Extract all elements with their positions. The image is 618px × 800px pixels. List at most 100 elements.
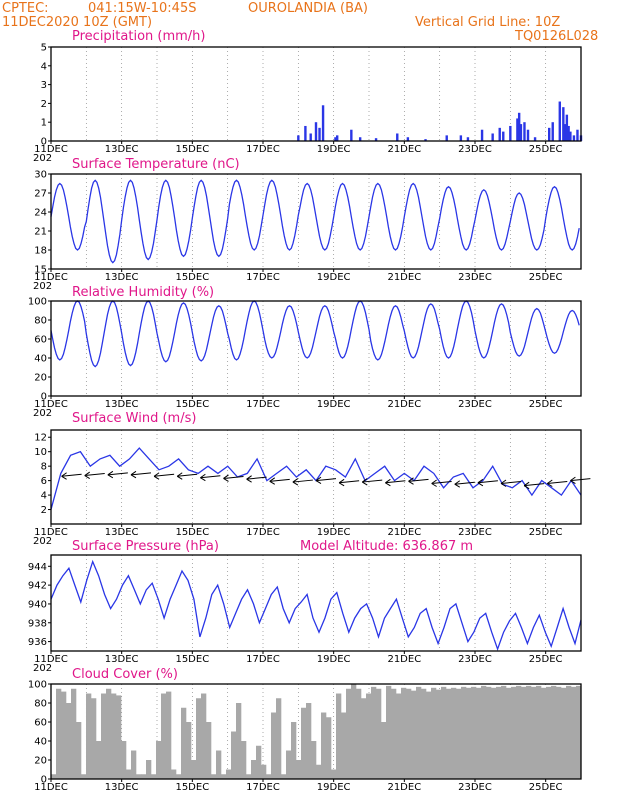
cloud-bar	[486, 686, 492, 779]
cloud-bar	[496, 686, 502, 779]
cloud-bar	[326, 717, 332, 779]
date-label: 19DEC	[317, 272, 351, 283]
cloud-bar	[566, 685, 572, 779]
date-label: 17DEC	[246, 399, 280, 410]
date-label: 13DEC	[105, 782, 139, 793]
cloud-bar	[446, 688, 452, 779]
cloud-bar	[441, 686, 447, 779]
precip-bar	[565, 114, 569, 141]
cloud-bar	[511, 686, 517, 779]
y-tick-label: 5	[41, 43, 47, 54]
date-label: 23DEC	[458, 527, 492, 538]
y-tick-label: 8	[41, 462, 47, 473]
year-stub: 202	[33, 408, 52, 419]
cloud-bar	[301, 707, 307, 779]
wind-arrow	[385, 478, 406, 487]
cloud-bar	[236, 703, 242, 779]
wind-arrow	[338, 478, 360, 487]
y-tick-label: 0	[41, 137, 47, 148]
series-line	[50, 179, 580, 264]
year-stub: 202	[33, 536, 52, 547]
precip-bar	[523, 122, 526, 141]
y-tick-label: 60	[34, 718, 47, 729]
panel-title-cloud-cover: Cloud Cover (%)	[72, 667, 178, 682]
y-tick-label: 20	[34, 756, 47, 767]
precip-bar	[334, 137, 337, 141]
cloud-bar	[81, 774, 87, 779]
cloud-bar	[551, 685, 557, 779]
date-label: 25DEC	[529, 272, 563, 283]
y-tick-label: 18	[34, 246, 47, 257]
y-tick-label: 0	[41, 392, 47, 403]
cloud-bar	[246, 774, 252, 779]
cloud-bar	[526, 685, 532, 779]
cloud-bar	[56, 688, 62, 779]
cloud-bar	[101, 693, 107, 779]
y-tick-label: 60	[34, 335, 47, 346]
cloud-bar	[211, 774, 217, 779]
precip-bar	[374, 138, 378, 141]
y-tick-label: 20	[34, 373, 47, 384]
precip-bar	[406, 137, 410, 141]
series-line	[50, 559, 582, 652]
header-code: TQ0126L028	[514, 29, 598, 44]
date-label: 11DEC	[34, 654, 68, 665]
cloud-bar	[111, 693, 117, 779]
date-label: 19DEC	[317, 654, 351, 665]
wind-arrow	[223, 474, 244, 482]
cloud-bar	[331, 769, 337, 779]
cloud-bar	[276, 698, 282, 779]
cloud-bar	[351, 684, 357, 779]
cloud-bar	[261, 764, 267, 779]
precip-bar	[480, 129, 484, 141]
cloud-bar	[461, 686, 467, 779]
date-label: 11DEC	[34, 399, 68, 410]
wind-arrow	[200, 473, 221, 482]
precip-bar	[558, 101, 561, 141]
cloud-bar	[196, 698, 202, 779]
date-label: 15DEC	[175, 654, 209, 665]
cloud-bar	[336, 693, 342, 779]
y-tick-label: 10	[34, 447, 47, 458]
wind-arrow	[315, 476, 337, 485]
cloud-bar	[391, 688, 397, 779]
cloud-bar	[76, 722, 82, 779]
precip-bar	[502, 131, 505, 141]
cloud-bar	[86, 693, 92, 779]
y-tick-label: 6	[41, 476, 47, 487]
y-tick-label: 940	[28, 599, 47, 610]
date-label: 19DEC	[317, 782, 351, 793]
date-label: 17DEC	[246, 654, 280, 665]
precip-bar	[491, 133, 494, 141]
precip-bar	[516, 118, 519, 141]
precip-bar	[519, 124, 523, 141]
wind-arrow	[176, 472, 198, 480]
cloud-bar	[171, 769, 177, 779]
cloud-bar	[226, 769, 232, 779]
cloud-bar	[531, 686, 537, 779]
cloud-bar	[311, 741, 317, 779]
date-label: 19DEC	[317, 399, 351, 410]
panel-3: 2 4 6 8 10 12 11DEC 13DEC 15DEC 17DEC 19DEC 21DEC 23…	[33, 429, 591, 547]
cloud-bar	[241, 741, 247, 779]
wind-arrow	[431, 479, 452, 487]
cloud-bar	[231, 731, 237, 779]
date-label: 15DEC	[175, 527, 209, 538]
panel-frame	[50, 429, 582, 525]
y-tick-label: 944	[28, 562, 47, 573]
cloud-bar	[406, 688, 412, 779]
precip-bar	[321, 105, 325, 141]
year-stub: 202	[33, 153, 52, 164]
year-stub: 202	[33, 281, 52, 292]
date-label: 25DEC	[529, 527, 563, 538]
precip-bar	[424, 139, 427, 141]
date-label: 21DEC	[387, 399, 421, 410]
panel-title-precipitation: Precipitation (mm/h)	[72, 29, 205, 44]
y-tick-label: 30	[34, 170, 47, 181]
cloud-bar	[176, 774, 182, 779]
cloud-bar	[256, 745, 262, 779]
date-label: 17DEC	[246, 272, 280, 283]
model-altitude-annotation: Model Altitude: 636.867 m	[300, 539, 473, 554]
